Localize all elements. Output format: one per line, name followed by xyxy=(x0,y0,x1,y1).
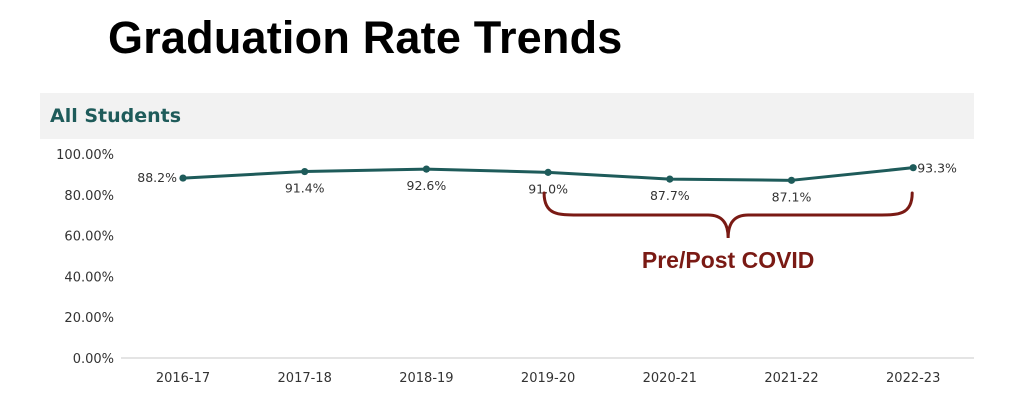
data-label: 88.2% xyxy=(137,170,177,185)
x-tick-label: 2020-21 xyxy=(643,371,697,386)
data-label: 87.1% xyxy=(772,189,812,204)
annotation-label: Pre/Post COVID xyxy=(642,247,815,273)
data-point xyxy=(666,175,674,183)
data-label: 91.0% xyxy=(528,181,568,196)
data-point xyxy=(787,176,796,184)
x-tick-label: 2019-20 xyxy=(521,371,575,386)
y-tick-label: 100.00% xyxy=(56,148,114,163)
y-tick-label: 40.00% xyxy=(64,270,114,285)
data-label: 92.6% xyxy=(407,178,447,193)
x-tick-label: 2021-22 xyxy=(764,371,818,386)
line-chart: 0.00% 20.00% 40.00% 60.00% 80.00% 100.00% 2016… xyxy=(56,148,974,386)
x-tick-label: 2018-19 xyxy=(399,371,453,386)
chart-title: All Students xyxy=(50,105,182,127)
data-label: 91.4% xyxy=(285,181,325,196)
data-label: 87.7% xyxy=(650,188,690,203)
y-tick-label: 20.00% xyxy=(64,311,114,326)
data-point xyxy=(544,168,552,176)
chart-panel: All Students 0.00% 20.00% 40.00% 60.00% 80.0… xyxy=(40,93,974,390)
data-point xyxy=(301,167,309,176)
covid-brace xyxy=(542,191,914,239)
y-tick-label: 0.00% xyxy=(73,352,114,367)
data-point xyxy=(179,174,187,182)
y-tick-label: 60.00% xyxy=(64,230,114,245)
data-point xyxy=(909,164,917,172)
y-tick-label: 80.00% xyxy=(64,189,114,204)
x-tick-label: 2016-17 xyxy=(156,371,210,386)
data-label: 93.3% xyxy=(917,161,957,176)
chart-header: All Students xyxy=(40,93,974,139)
slide-title: Graduation Rate Trends xyxy=(108,12,623,63)
x-tick-label: 2017-18 xyxy=(278,371,332,386)
x-tick-label: 2022-23 xyxy=(886,371,940,386)
data-point xyxy=(422,165,430,173)
